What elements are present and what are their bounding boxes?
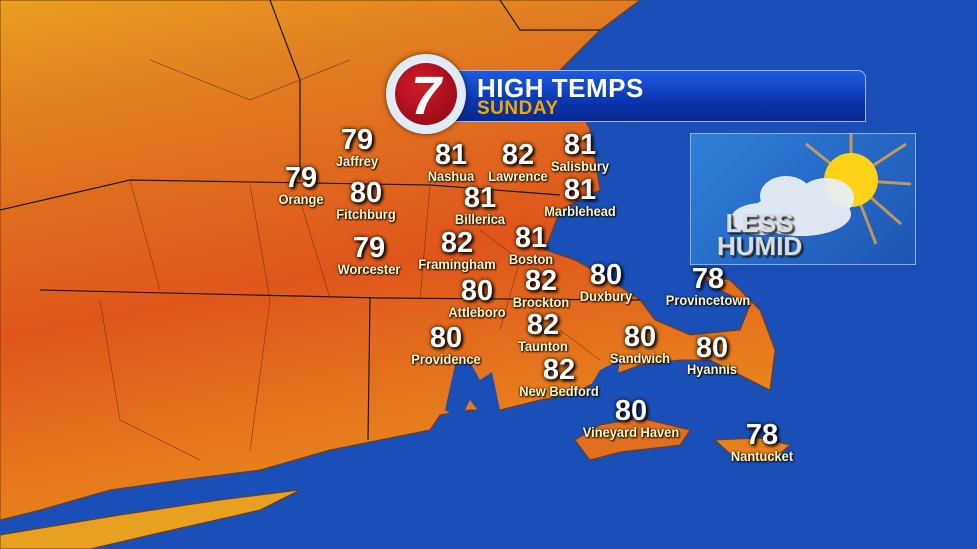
city-label: Orange (278, 191, 324, 207)
channel-7-logo: 7 (386, 54, 466, 134)
city-nashua: 81 Nashua (426, 139, 477, 184)
city-label: Nashua (427, 168, 475, 184)
city-label: Worcester (337, 261, 401, 277)
city-label: Framingham (418, 256, 496, 272)
page-subtitle: SUNDAY (477, 98, 559, 119)
city-sandwich: 80 Sandwich (607, 321, 672, 366)
temp-value: 80 (460, 275, 494, 307)
city-marblehead: 81 Marblehead (541, 174, 619, 219)
city-orange: 79 Orange (276, 162, 325, 207)
temp-value: 80 (349, 177, 383, 209)
city-attleboro: 80 Attleboro (446, 275, 508, 320)
temp-value: 82 (526, 309, 560, 341)
temp-value: 79 (284, 162, 318, 194)
state-borders (0, 0, 641, 441)
city-label: New Bedford (519, 383, 599, 399)
less-humid-panel: LESS HUMID (690, 133, 916, 265)
city-label: Lawrence (488, 168, 548, 184)
title-banner: HIGH TEMPS SUNDAY (440, 70, 866, 122)
city-billerica: 81 Billerica (453, 182, 507, 227)
temp-value: 78 (745, 419, 779, 451)
city-label: Attleboro (448, 304, 506, 320)
temp-value: 81 (434, 139, 468, 171)
city-new-bedford: 82 New Bedford (516, 354, 602, 399)
city-label: Brockton (512, 294, 570, 310)
temp-value: 82 (440, 227, 474, 259)
temp-value: 78 (691, 263, 725, 295)
city-duxbury: 80 Duxbury (578, 259, 635, 304)
mainland (0, 0, 776, 521)
city-label: Fitchburg (336, 206, 396, 222)
long-island (0, 489, 301, 549)
city-label: Sandwich (609, 350, 671, 366)
city-label: Boston (508, 251, 554, 267)
city-label: Nantucket (730, 448, 794, 464)
less-text: LESS (725, 208, 794, 238)
city-hyannis: 80 Hyannis (685, 332, 739, 377)
city-label: Billerica (454, 211, 506, 227)
sun-behind-cloud-icon (731, 134, 912, 245)
city-label: Jaffrey (335, 153, 379, 169)
city-label: Provincetown (665, 292, 751, 308)
city-boston: 81 Boston (507, 222, 555, 267)
city-nantucket: 78 Nantucket (728, 419, 796, 464)
temp-value: 80 (429, 322, 463, 354)
temp-value: 79 (340, 124, 374, 156)
city-taunton: 82 Taunton (516, 309, 570, 354)
temp-value: 81 (563, 174, 597, 206)
temp-value: 79 (352, 232, 386, 264)
city-jaffrey: 79 Jaffrey (334, 124, 380, 169)
temp-value: 82 (524, 265, 558, 297)
city-providence: 80 Providence (408, 322, 483, 367)
temp-value: 81 (563, 129, 597, 161)
nantucket-island (713, 437, 792, 463)
city-worcester: 79 Worcester (335, 232, 403, 277)
temp-value: 81 (514, 222, 548, 254)
city-label: Taunton (518, 338, 568, 354)
city-brockton: 82 Brockton (510, 265, 571, 310)
city-salisbury: 81 Salisbury (548, 129, 611, 174)
temp-value: 80 (623, 321, 657, 353)
temp-value: 82 (501, 139, 535, 171)
marthas-vineyard (574, 417, 691, 461)
temp-value: 80 (589, 259, 623, 291)
city-label: Marblehead (544, 203, 616, 219)
city-fitchburg: 80 Fitchburg (334, 177, 399, 222)
county-borders (99, 59, 601, 461)
temp-value: 82 (542, 354, 576, 386)
city-provincetown: 78 Provincetown (662, 263, 754, 308)
humid-text: HUMID (717, 231, 803, 262)
city-label: Duxbury (579, 288, 633, 304)
logo-text: 7 (410, 66, 442, 126)
temp-value: 80 (695, 332, 729, 364)
city-label: Hyannis (686, 361, 738, 377)
narragansett-bay (445, 362, 500, 420)
city-label: Vineyard Haven (582, 424, 680, 440)
city-label: Salisbury (551, 158, 609, 174)
city-lawrence: 82 Lawrence (486, 139, 551, 184)
city-vineyard-haven: 80 Vineyard Haven (579, 395, 684, 440)
page-title: HIGH TEMPS (477, 73, 644, 103)
temp-value: 80 (614, 395, 648, 427)
buzzards-bay (585, 360, 620, 410)
city-framingham: 82 Framingham (415, 227, 499, 272)
city-label: Providence (411, 351, 481, 367)
temp-value: 81 (463, 182, 497, 214)
